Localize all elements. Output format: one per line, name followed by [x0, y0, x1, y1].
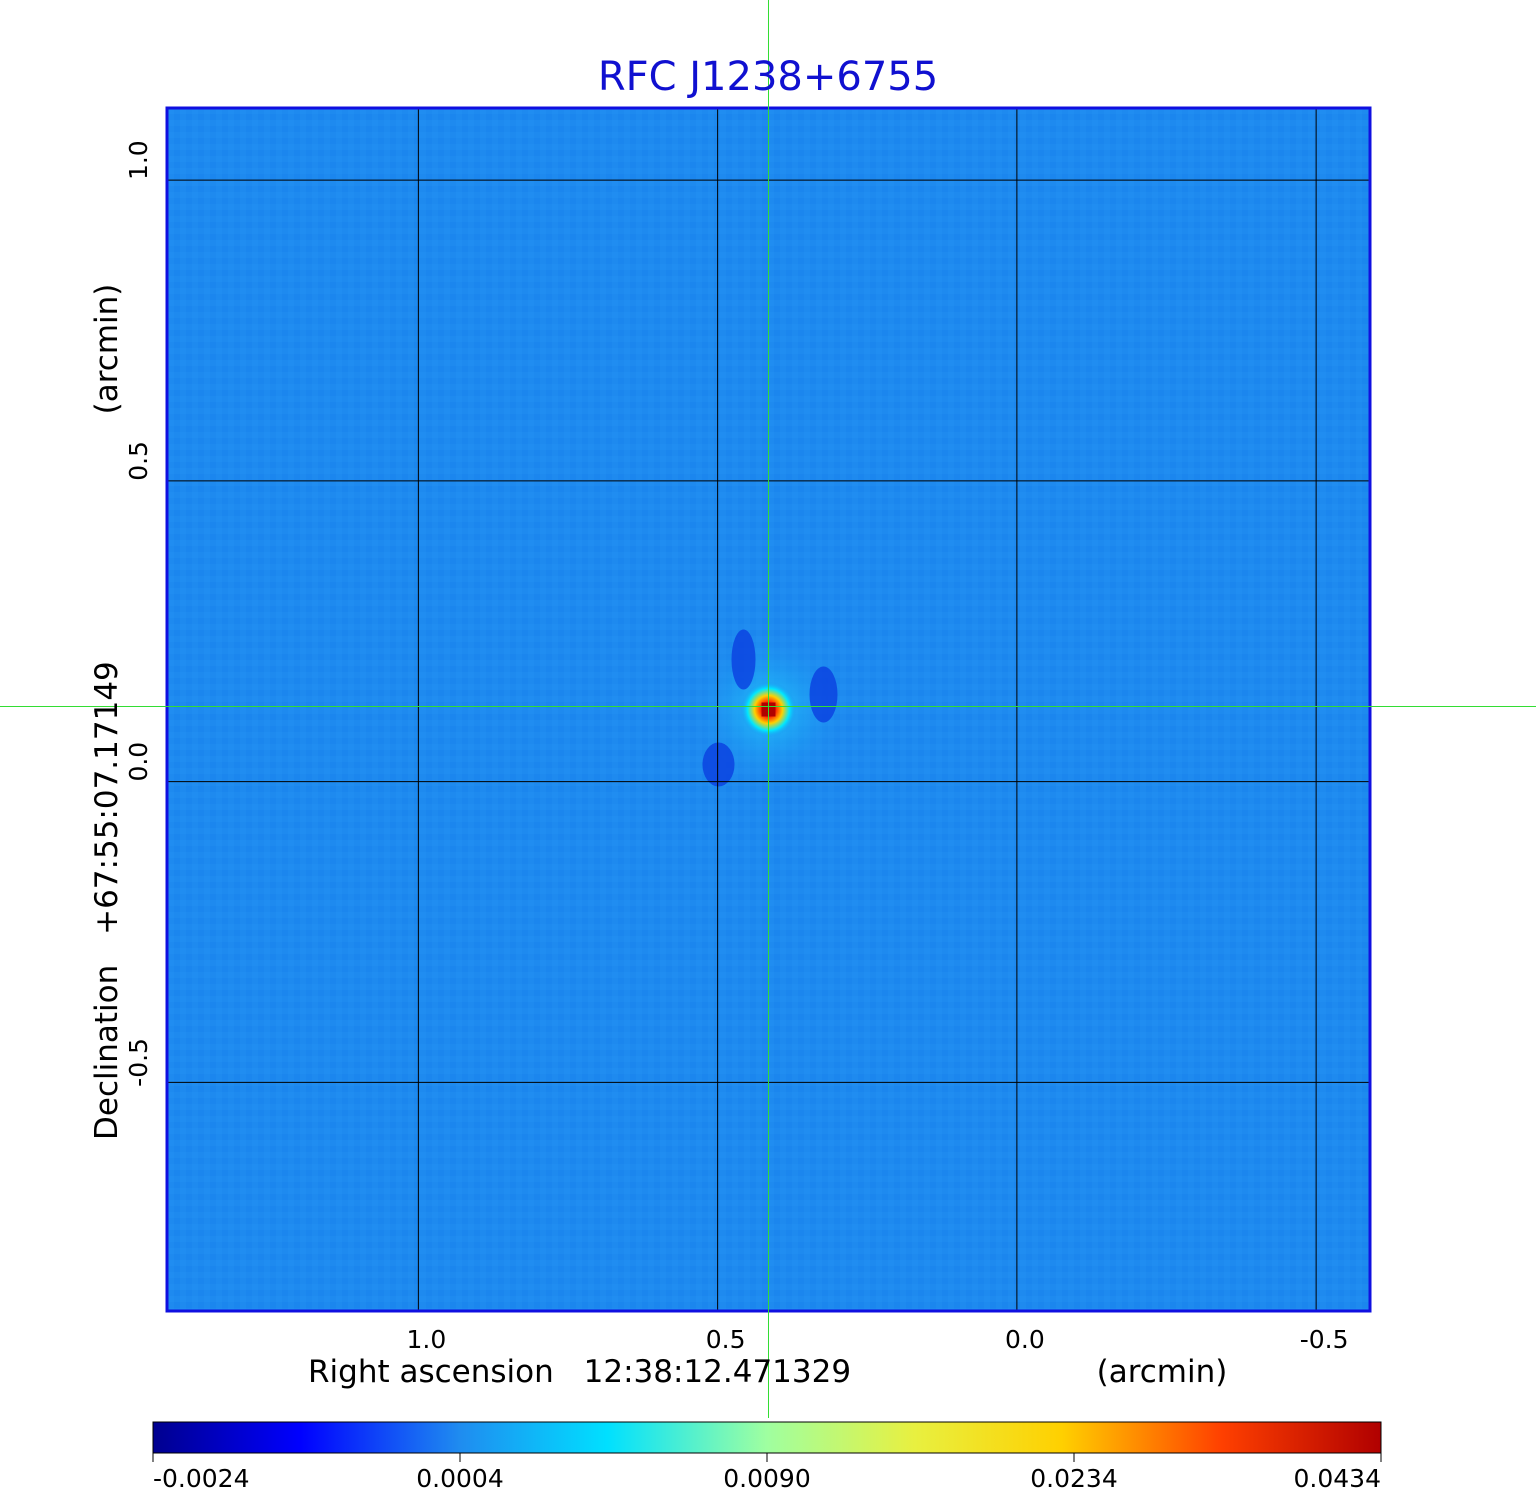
colorbar-tick-label-2: 0.0090 — [723, 1464, 810, 1493]
x-tick-label-3: -0.5 — [1300, 1325, 1349, 1354]
x-axis-label-prefix: Right ascension — [308, 1354, 554, 1390]
y-axis-unit: (arcmin) — [89, 284, 125, 415]
colorbar-tick-label-1: 0.0004 — [416, 1464, 503, 1493]
sidelobe-2 — [702, 742, 735, 787]
y-axis-center-coordinate: +67:55:07.17149 — [89, 661, 125, 935]
x-tick-label-0: 1.0 — [406, 1325, 446, 1354]
y-axis-label-prefix: Declination — [89, 965, 125, 1140]
y-tick-label-3: -0.5 — [124, 1038, 153, 1087]
x-axis-label: Right ascension 12:38:12.471329 — [308, 1354, 851, 1390]
x-tick-label-1: 0.5 — [706, 1325, 746, 1354]
y-axis-label: Declination +67:55:07.17149 — [89, 661, 125, 1140]
y-tick-labels: 1.0 0.5 0.0 -0.5 — [124, 140, 153, 1087]
x-axis-center-coordinate: 12:38:12.471329 — [584, 1354, 851, 1390]
y-tick-label-2: 0.0 — [124, 742, 153, 782]
colorbar — [152, 1421, 1382, 1454]
colorbar-tick-label-4: 0.0434 — [1294, 1464, 1381, 1493]
crosshair — [0, 0, 1536, 1418]
chart-title: RFC J1238+6755 — [598, 54, 938, 100]
x-tick-labels: 1.0 0.5 0.0 -0.5 — [406, 1325, 1348, 1354]
colorbar-tick-label-0: -0.0024 — [153, 1464, 250, 1493]
sidelobe-0 — [731, 629, 756, 690]
sidelobe-1 — [809, 666, 838, 723]
colorbar-tick-labels: -0.0024 0.0004 0.0090 0.0234 0.0434 — [152, 1453, 1382, 1493]
x-tick-label-2: 0.0 — [1005, 1325, 1045, 1354]
y-tick-label-0: 1.0 — [124, 140, 153, 180]
colorbar-tick-label-3: 0.0234 — [1030, 1464, 1117, 1493]
y-tick-label-1: 0.5 — [124, 441, 153, 481]
x-axis-unit: (arcmin) — [1097, 1354, 1228, 1390]
